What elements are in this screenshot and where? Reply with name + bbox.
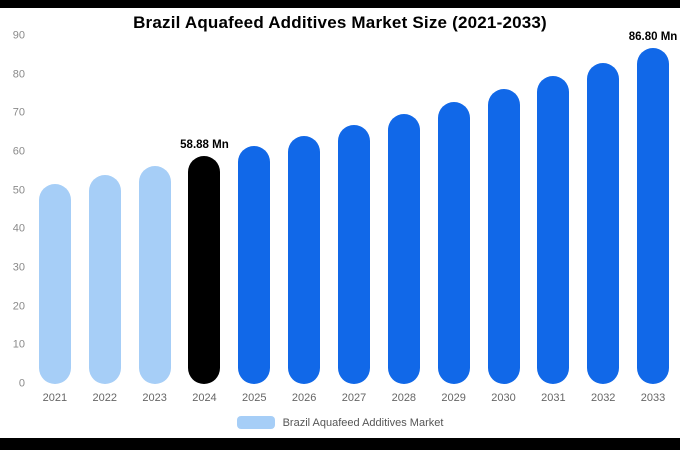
bar-column-2026 [279, 36, 329, 384]
x-tick-label-2032: 2032 [590, 392, 616, 404]
bar-column-2023 [130, 36, 180, 384]
x-tick-label-2023: 2023 [142, 392, 167, 404]
legend[interactable]: Brazil Aquafeed Additives Market [0, 416, 680, 429]
y-tick-label: 20 [12, 300, 25, 313]
y-tick-label: 80 [12, 68, 25, 81]
bar-2031[interactable] [537, 76, 570, 384]
bar-column-2030 [479, 36, 529, 384]
x-tick-label-2026: 2026 [291, 392, 317, 404]
y-tick-label: 90 [12, 29, 25, 42]
top-border [0, 0, 680, 8]
chart-title: Brazil Aquafeed Additives Market Size (2… [133, 13, 547, 32]
bar-column-2032 [578, 36, 628, 384]
legend-swatch [236, 416, 275, 429]
y-tick-label: 40 [12, 222, 25, 235]
x-tick-label-2031: 2031 [541, 392, 566, 404]
bottom-border [0, 438, 680, 450]
x-tick-label-2022: 2022 [92, 392, 117, 404]
bar-2023[interactable] [138, 165, 171, 384]
y-tick-label: 70 [12, 106, 25, 119]
x-tick-label-2029: 2029 [441, 392, 466, 404]
bar-value-label-2024: 58.88 Mn [180, 139, 229, 152]
bar-column-2031 [528, 36, 578, 384]
bar-2029[interactable] [437, 101, 470, 384]
bar-value-label-2033: 86.80 Mn [628, 31, 678, 44]
bar-2026[interactable] [288, 135, 321, 384]
x-tick-label-2028: 2028 [391, 392, 417, 404]
bar-2022[interactable] [88, 175, 121, 384]
x-axis: 2021 2022 2023 2024 2025 2026 2027 2028 2029 2030… [30, 392, 678, 404]
y-axis: 0 10 20 30 40 50 60 70 80 90 [0, 30, 30, 389]
legend-label: Brazil Aquafeed Additives Market [282, 416, 444, 429]
y-tick-label: 60 [12, 145, 25, 158]
y-tick-label: 10 [12, 338, 25, 351]
bar-column-2024: 58.88 Mn [180, 36, 230, 384]
x-tick-label-2030: 2030 [491, 392, 516, 404]
x-tick-label-2021: 2021 [42, 392, 68, 404]
bar-2024[interactable] [188, 156, 221, 384]
bar-2027[interactable] [337, 124, 370, 384]
bar-2032[interactable] [587, 62, 620, 384]
bar-2033[interactable] [637, 48, 670, 384]
bar-2030[interactable] [487, 89, 520, 384]
x-tick-label-2025: 2025 [242, 392, 267, 404]
bar-2021[interactable] [38, 184, 71, 384]
bar-2025[interactable] [238, 146, 271, 384]
bar-chart: 0 10 20 30 40 50 60 70 80 90 58.88 Mn 86.80 Mn [0, 30, 680, 389]
y-tick-label: 30 [12, 261, 25, 274]
bar-column-2029 [429, 36, 479, 384]
bar-column-2025 [229, 36, 279, 384]
bar-column-2033: 86.80 Mn [628, 31, 678, 384]
y-tick-label: 50 [12, 184, 25, 197]
bar-column-2021 [30, 36, 80, 384]
y-tick-label: 0 [18, 377, 25, 390]
plot-area: 58.88 Mn 86.80 Mn [30, 31, 680, 384]
x-tick-label-2027: 2027 [341, 392, 367, 404]
bar-2028[interactable] [387, 113, 420, 384]
bar-column-2028 [379, 36, 429, 384]
bar-column-2027 [329, 36, 379, 384]
x-tick-label-2024: 2024 [192, 392, 217, 404]
bar-column-2022 [80, 36, 130, 384]
x-tick-label-2033: 2033 [640, 392, 666, 404]
